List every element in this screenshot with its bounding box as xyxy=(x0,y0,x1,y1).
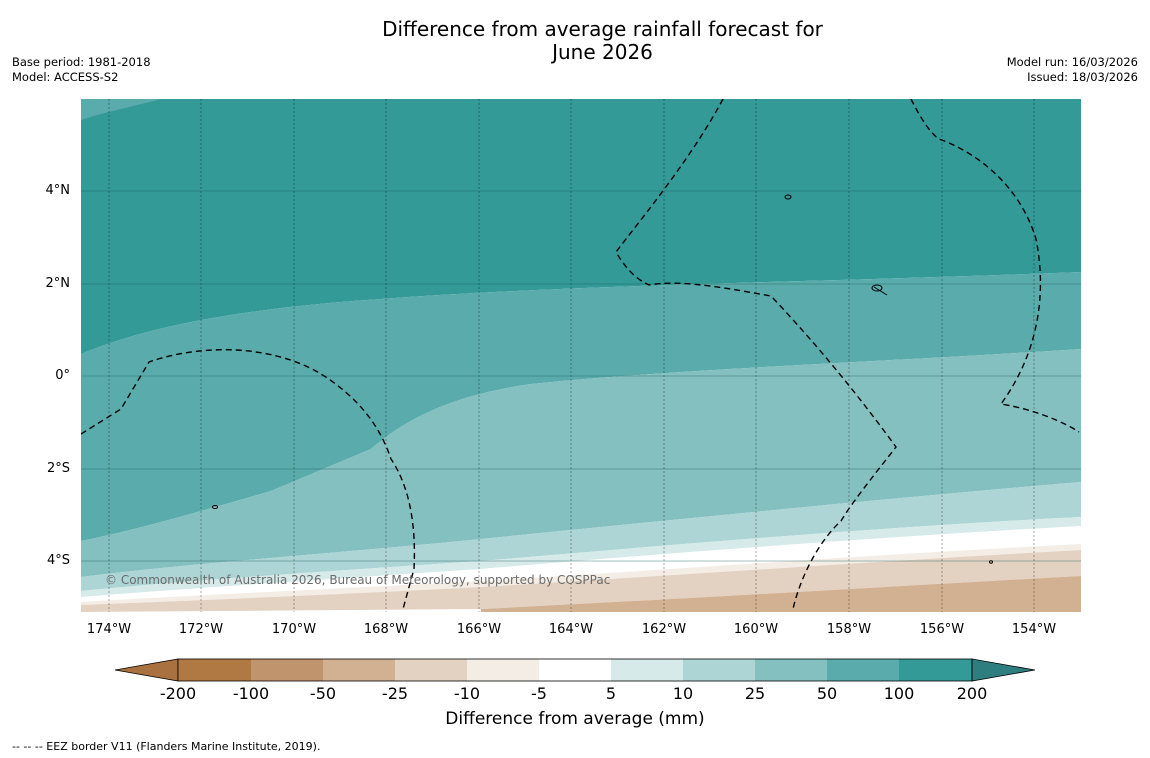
colorbar-swatch-minus200-minus100 xyxy=(178,659,251,681)
colorbar-swatch-100-200 xyxy=(899,659,972,681)
colorbar-tick-100: 100 xyxy=(883,684,915,703)
eez-border-tokelau xyxy=(81,349,416,610)
lon-label-172w: 172°W xyxy=(178,622,224,637)
eez-border-kiribati xyxy=(615,99,897,610)
colorbar-tick-minus50: -50 xyxy=(309,684,337,703)
eez-footnote: -- -- -- EEZ border V11 (Flanders Marine… xyxy=(12,740,321,753)
lon-label-162w: 162°W xyxy=(641,622,687,637)
lon-label-154w: 154°W xyxy=(1011,622,1057,637)
colorbar-swatch-50-100 xyxy=(827,659,899,681)
band-10-25 xyxy=(81,482,1081,591)
meta-right: Model run: 16/03/2026 Issued: 18/03/2026 xyxy=(1007,55,1138,85)
lat-label-2n: 2°N xyxy=(45,276,71,291)
island-baker xyxy=(784,194,792,200)
band-neutral xyxy=(81,526,1081,602)
island-small-1 xyxy=(989,560,993,564)
issued-date: Issued: 18/03/2026 xyxy=(1027,70,1138,84)
lon-label-158w: 158°W xyxy=(826,622,872,637)
colorbar-tick-10: 10 xyxy=(672,684,694,703)
lon-label-170w: 170°W xyxy=(271,622,317,637)
colorbar-tick-minus200: -200 xyxy=(159,684,197,703)
lat-label-4s: 4°S xyxy=(46,553,70,568)
colorbar-arrow-left xyxy=(114,658,179,682)
meta-left: Base period: 1981-2018 Model: ACCESS-S2 xyxy=(12,55,151,85)
colorbar-arrow-right xyxy=(971,658,1036,682)
graticule xyxy=(108,99,1035,612)
lat-label-4n: 4°N xyxy=(45,183,71,198)
title-line-2: June 2026 xyxy=(552,40,653,64)
colorbar-swatch-5-10 xyxy=(611,659,683,681)
lon-label-164w: 164°W xyxy=(548,622,594,637)
rainfall-anomaly-map xyxy=(81,99,1081,612)
colorbar-tick-5: 5 xyxy=(605,684,617,703)
islands xyxy=(212,194,993,564)
band-minus25-minus10 xyxy=(81,550,1081,612)
colorbar-swatch-minus10-minus5 xyxy=(467,659,539,681)
copyright-notice: © Commonwealth of Australia 2026, Bureau… xyxy=(105,573,611,587)
band-5-10 xyxy=(81,517,1081,597)
band-minus50-minus25 xyxy=(481,576,1081,612)
lon-label-168w: 168°W xyxy=(363,622,409,637)
model-run: Model run: 16/03/2026 xyxy=(1006,55,1138,69)
island-kiritimati xyxy=(871,284,883,292)
colorbar-swatch-10-25 xyxy=(683,659,755,681)
eez-border-line-islands xyxy=(910,99,1080,433)
lat-label-0: 0° xyxy=(55,368,70,383)
colorbar-tick-minus25: -25 xyxy=(381,684,409,703)
colorbar-tick-minus5: -5 xyxy=(531,684,547,703)
colorbar-swatch-25-50 xyxy=(755,659,827,681)
colorbar-tick-50: 50 xyxy=(816,684,838,703)
title-line-1: Difference from average rainfall forecas… xyxy=(382,17,823,41)
band-50-100 xyxy=(81,272,1081,541)
colorbar-title: Difference from average (mm) xyxy=(445,709,705,729)
eez-borders xyxy=(81,99,1080,610)
colorbar-swatch-minus25-minus10 xyxy=(395,659,467,681)
colorbar-swatch-minus100-minus50 xyxy=(251,659,323,681)
lon-label-160w: 160°W xyxy=(733,622,779,637)
colorbar-tick-25: 25 xyxy=(744,684,766,703)
band-25-50 xyxy=(81,349,1081,577)
colorbar-tick-200: 200 xyxy=(956,684,988,703)
colorbar-swatch-minus5-5 xyxy=(539,659,611,681)
map-title: Difference from average rainfall forecas… xyxy=(0,18,1150,64)
base-period: Base period: 1981-2018 xyxy=(12,55,151,69)
colorbar xyxy=(114,658,1036,682)
colorbar-tick-minus10: -10 xyxy=(453,684,481,703)
island-shoal xyxy=(873,286,888,296)
lat-label-2s: 2°S xyxy=(46,461,70,476)
model-name: Model: ACCESS-S2 xyxy=(12,70,119,84)
lon-label-166w: 166°W xyxy=(456,622,502,637)
lon-label-174w: 174°W xyxy=(86,622,132,637)
lon-label-156w: 156°W xyxy=(919,622,965,637)
colorbar-frame xyxy=(177,658,973,682)
island-swains xyxy=(212,505,218,509)
band-top-left-corner xyxy=(81,99,161,120)
band-minus10-minus5 xyxy=(81,544,1081,605)
band-100-200 xyxy=(81,99,1081,354)
colorbar-swatch-minus50-minus25 xyxy=(323,659,395,681)
colorbar-tick-minus100: -100 xyxy=(232,684,270,703)
latitude-lines xyxy=(81,190,1081,562)
